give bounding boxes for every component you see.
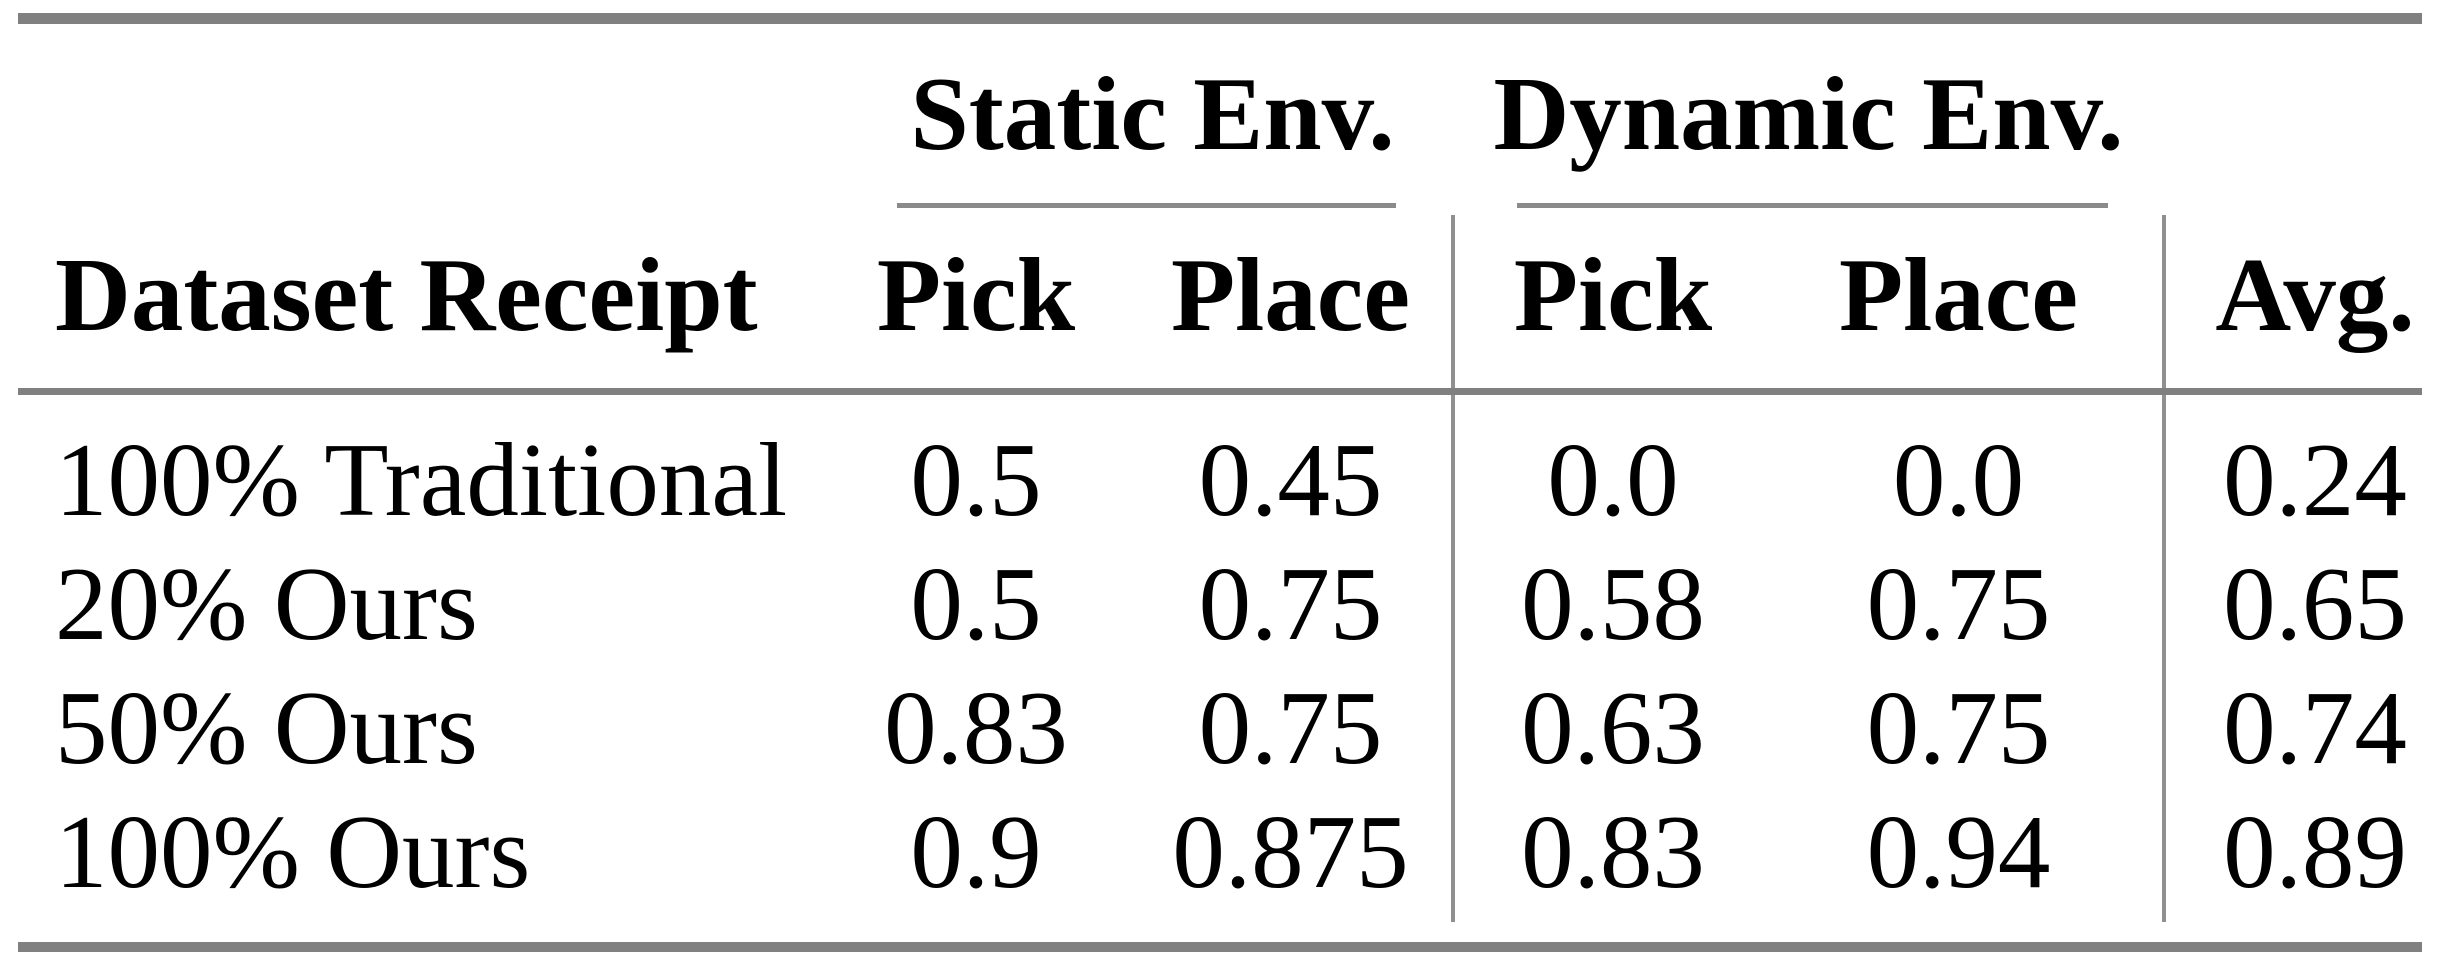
row-label: 20% Ours — [55, 544, 478, 662]
cell-dynamic-place: 0.94 — [1866, 792, 2051, 910]
cell-static-pick: 0.5 — [910, 544, 1042, 662]
cell-static-pick: 0.5 — [910, 420, 1042, 538]
cell-avg: 0.89 — [2223, 792, 2407, 910]
row-label: 100% Traditional — [55, 420, 788, 538]
cell-static-place: 0.75 — [1198, 668, 1383, 786]
cell-dynamic-place: 0.75 — [1866, 668, 2051, 786]
cell-dynamic-place: 0.0 — [1892, 420, 2025, 538]
cell-dynamic-pick: 0.0 — [1547, 420, 1679, 538]
cell-static-place: 0.875 — [1172, 792, 1409, 910]
dynamic-env-underline-rule — [1517, 203, 2108, 208]
header-dynamic-pick: Pick — [1513, 235, 1713, 353]
header-static-pick: Pick — [876, 235, 1076, 353]
row-label: 50% Ours — [55, 668, 478, 786]
cell-static-place: 0.45 — [1198, 420, 1383, 538]
cell-avg: 0.65 — [2223, 544, 2407, 662]
dynamic-env-group-header: Dynamic Env. — [1493, 55, 2124, 172]
column-group-header-row: Static Env. Dynamic Env. — [18, 24, 2422, 203]
table-body: 100% Traditional 0.5 0.45 0.0 0.0 0.24 2… — [18, 395, 2422, 922]
cell-avg: 0.74 — [2223, 668, 2407, 786]
cell-dynamic-pick: 0.63 — [1521, 668, 1705, 786]
static-env-group-header: Static Env. — [910, 55, 1395, 172]
vertical-separator-dynamic-avg-header — [2162, 215, 2166, 388]
vertical-separator-dynamic-avg-body — [2162, 395, 2166, 922]
cell-dynamic-pick: 0.58 — [1521, 544, 1705, 662]
cell-dynamic-place: 0.75 — [1866, 544, 2051, 662]
empty-corner-cell — [18, 24, 852, 203]
column-header-row: Dataset Receipt Pick Place Pick Place Av… — [18, 206, 2422, 382]
vertical-separator-static-dynamic-header — [1451, 215, 1455, 388]
cell-static-pick: 0.83 — [884, 668, 1068, 786]
table-top-rule — [18, 13, 2422, 24]
vertical-separator-static-dynamic-body — [1451, 395, 1455, 922]
header-dynamic-place: Place — [1838, 235, 2079, 353]
row-label: 100% Ours — [55, 792, 531, 910]
header-static-place: Place — [1170, 235, 1411, 353]
table-bottom-rule — [18, 942, 2422, 952]
cell-avg: 0.24 — [2223, 420, 2407, 538]
static-env-underline-rule — [897, 203, 1396, 208]
cell-static-place: 0.75 — [1198, 544, 1383, 662]
cell-dynamic-pick: 0.83 — [1521, 792, 1705, 910]
header-dataset-receipt: Dataset Receipt — [55, 235, 758, 353]
cell-static-pick: 0.9 — [910, 792, 1042, 910]
header-avg: Avg. — [2215, 235, 2415, 353]
empty-avg-spacer-cell — [2164, 24, 2422, 203]
table-mid-rule — [18, 388, 2422, 395]
results-table: Static Env. Dynamic Env. Dataset Receipt… — [18, 0, 2422, 966]
